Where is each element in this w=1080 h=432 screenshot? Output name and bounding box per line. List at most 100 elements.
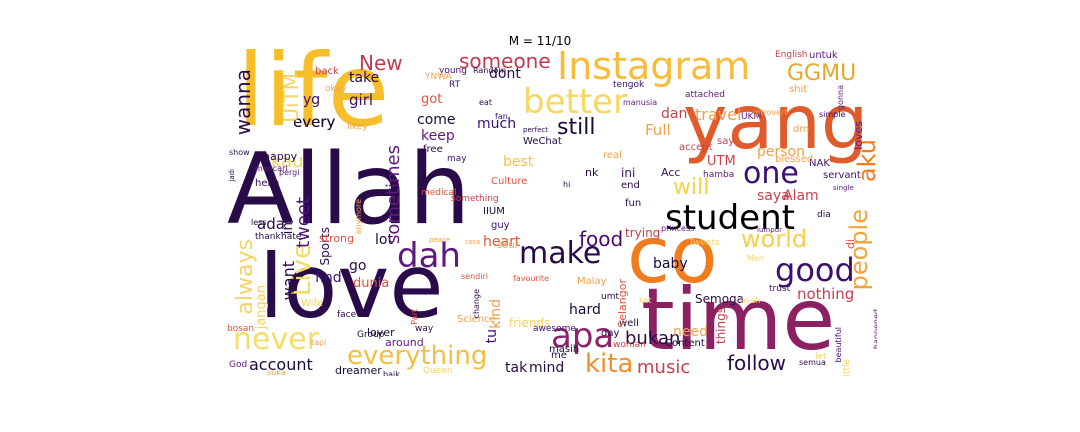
word-84: blessed (775, 154, 814, 165)
word-35: lot (375, 232, 393, 248)
word-26: bukan (625, 328, 681, 349)
word-16: dah (397, 236, 461, 276)
word-148: let (815, 352, 827, 362)
word-153: single (833, 184, 854, 192)
word-164: perfect (523, 126, 548, 134)
word-173: jangan (254, 285, 269, 330)
word-122: simple (819, 110, 846, 119)
word-12: never (233, 322, 320, 357)
word-61: need (673, 324, 708, 340)
word-3: love (259, 235, 444, 338)
word-7: better (523, 82, 628, 122)
word-100: Science (457, 314, 496, 325)
word-114: Random (473, 66, 507, 75)
word-8: student (665, 198, 795, 238)
word-75: guy (491, 220, 510, 231)
word-81: trying (625, 226, 661, 240)
word-146: beautiful (834, 327, 843, 363)
word-76: soul (497, 240, 518, 251)
word-52: dunia (353, 276, 390, 291)
word-157: real (603, 150, 622, 161)
word-14: apa (551, 316, 615, 356)
word-91: UKM (741, 112, 762, 122)
word-69: dreamer (335, 364, 382, 376)
word-cloud: life yang Allah love time co Instagram better st… (227, 49, 877, 376)
word-126: pergi (279, 168, 300, 177)
word-20: New (359, 51, 403, 75)
word-77: Malay (577, 276, 607, 287)
word-15: make (519, 236, 602, 271)
word-87: dm (793, 124, 810, 135)
word-78: ini (621, 166, 636, 180)
word-101: way (415, 324, 434, 334)
word-13: everything (347, 341, 488, 371)
word-142: trust (769, 284, 791, 294)
word-132: Part (410, 309, 419, 325)
word-45: travel (695, 105, 742, 124)
word-6: Instagram (557, 49, 751, 88)
word-95: Queen (423, 366, 453, 376)
word-25: music (637, 357, 691, 377)
word-135: sendiri (461, 272, 488, 281)
word-140: well (619, 318, 639, 329)
word-117: fan (495, 112, 508, 121)
word-108: less (251, 218, 267, 227)
word-96: woman (613, 340, 646, 350)
word-68: around (385, 336, 424, 349)
word-110: okay (325, 84, 347, 94)
word-27: will (673, 175, 710, 200)
word-17: food (579, 227, 624, 251)
word-71: every (293, 113, 336, 131)
word-66: strong (319, 232, 355, 245)
word-151: Tweets (689, 238, 720, 248)
word-120: attached (685, 90, 725, 100)
word-104: bosan (227, 324, 255, 334)
word-29: kau (271, 151, 304, 172)
word-138: umt (601, 292, 619, 302)
word-60: mind (529, 360, 565, 376)
word-23: kita (585, 349, 634, 376)
word-30: every (293, 113, 336, 131)
word-106: thank (255, 232, 281, 242)
word-85: accept (679, 142, 713, 153)
word-125: mencari (255, 164, 288, 173)
word-47: UTM (707, 154, 736, 169)
word-93: Wife (301, 298, 324, 309)
word-112: free (423, 144, 443, 155)
word-59: tak (505, 360, 528, 376)
word-127: show (229, 148, 250, 157)
word-160: fun (625, 198, 642, 209)
word-88: shit (789, 84, 808, 95)
word-43: Full (645, 121, 671, 139)
word-154: tapi (311, 338, 327, 347)
word-131: anymore (354, 199, 363, 235)
word-163: YNWA (425, 72, 452, 82)
word-150: princess (661, 224, 695, 233)
word-166: tu (484, 329, 500, 344)
word-167: things (714, 307, 728, 345)
chart-title: M = 11/10 (508, 34, 572, 48)
word-54: want (279, 261, 298, 301)
word-72: WeChat (523, 136, 562, 147)
word-92: say (717, 136, 735, 147)
word-155: baik (383, 370, 400, 377)
word-39: dont (489, 66, 521, 82)
word-145: semua (799, 358, 826, 367)
word-0: life (237, 49, 390, 149)
word-99: awesome (533, 324, 576, 334)
word-53: find (315, 270, 342, 286)
word-115: RT (449, 80, 461, 90)
word-128: jadi (228, 169, 236, 182)
word-50: best (503, 154, 534, 170)
word-34: go (349, 258, 367, 274)
word-5: co (627, 211, 718, 301)
word-171: wanna (231, 69, 255, 136)
word-116: eat (479, 98, 492, 107)
word-90: English (775, 50, 808, 60)
word-141: ayah (741, 296, 761, 305)
word-123: gonna (836, 85, 845, 111)
word-109: back (315, 66, 339, 77)
word-119: manusia (623, 98, 658, 107)
word-41: girl (349, 91, 374, 109)
word-137: favourite (513, 274, 549, 283)
